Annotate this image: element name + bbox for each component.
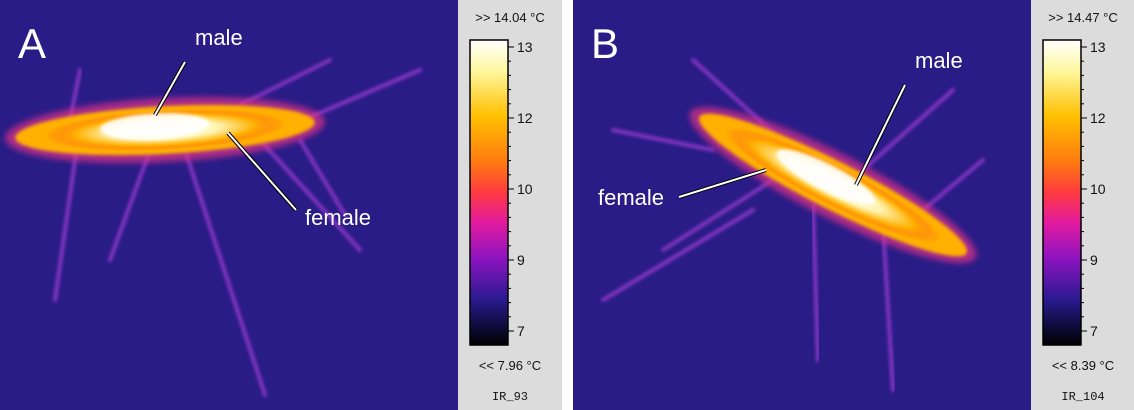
tick-label: 7: [517, 323, 525, 339]
image-id: IR_104: [1061, 390, 1104, 404]
image-id: IR_93: [492, 390, 528, 404]
color-bar: [469, 39, 509, 346]
annotation-line: [154, 61, 186, 116]
color-bar: [1042, 39, 1082, 346]
leg: [611, 128, 715, 152]
annotation-line: [227, 132, 297, 211]
tick-label: 9: [517, 252, 525, 268]
body-hot: [99, 113, 210, 140]
leg: [881, 223, 895, 392]
annotation-line: [855, 84, 906, 186]
scale-max: >> 14.04 °C: [475, 10, 545, 25]
image-background: [0, 0, 458, 410]
tick-label: 12: [1090, 110, 1106, 126]
tick-label: 13: [517, 39, 533, 55]
leg: [811, 203, 820, 362]
thermal-image: [573, 0, 1031, 410]
tick-label: 9: [1090, 252, 1098, 268]
leg: [298, 138, 347, 217]
insect-body: [689, 106, 977, 264]
annotation-label: female: [305, 205, 371, 230]
leg: [108, 148, 152, 262]
image-background: [573, 0, 1031, 410]
body-hot: [776, 149, 876, 205]
panel-letter: A: [18, 20, 46, 67]
annotation-label: male: [195, 25, 243, 50]
annotation-label: male: [915, 48, 963, 73]
tick-label: 10: [517, 181, 533, 197]
leg: [238, 58, 332, 107]
annotation-line: [678, 169, 767, 198]
panel-letter: B: [591, 20, 619, 67]
tick-label: 13: [1090, 39, 1106, 55]
insect-body: [5, 96, 325, 164]
tick-label: 10: [1090, 181, 1106, 197]
leg: [183, 148, 267, 397]
scale-min: << 8.39 °C: [1052, 358, 1114, 373]
leg: [861, 88, 955, 172]
leg: [258, 138, 362, 252]
leg: [921, 158, 985, 212]
thermal-image: [0, 0, 458, 410]
tick-label: 7: [1090, 323, 1098, 339]
annotation-label: female: [598, 185, 664, 210]
leg: [661, 178, 775, 252]
scale-max: >> 14.47 °C: [1048, 10, 1118, 25]
scale-min: << 7.96 °C: [479, 358, 541, 373]
tick-label: 12: [517, 110, 533, 126]
leg: [601, 208, 755, 302]
